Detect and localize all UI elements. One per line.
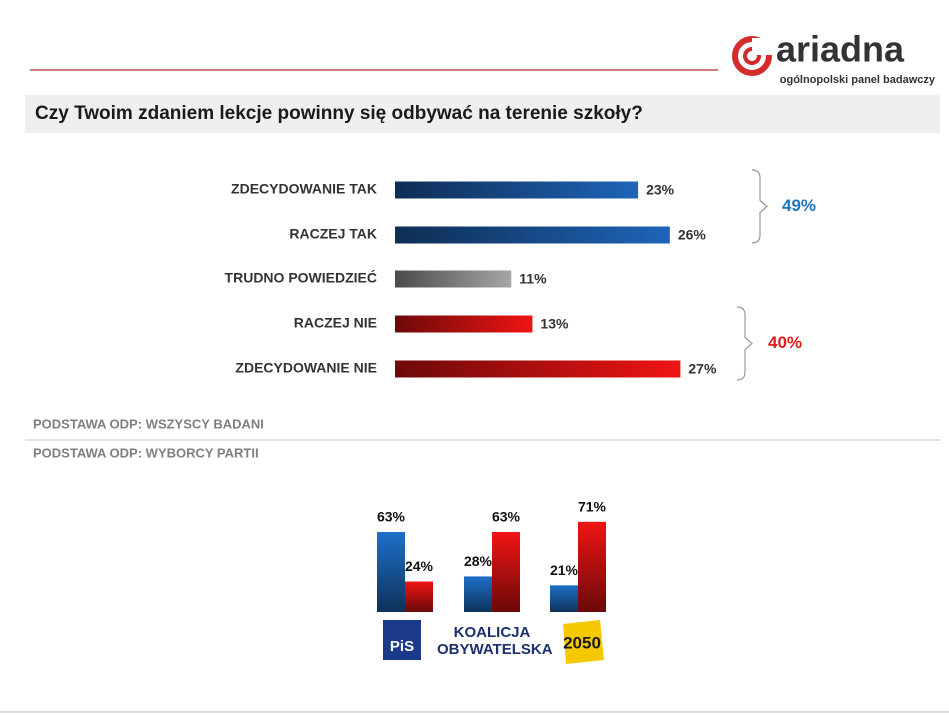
brand: ariadna (776, 29, 905, 70)
value-label: 71% (578, 499, 607, 515)
value-label: 23% (646, 182, 675, 198)
bar (405, 581, 433, 612)
total-label: 49% (782, 196, 816, 215)
bar (395, 270, 512, 288)
category-label: ZDECYDOWANIE NIE (235, 360, 377, 376)
value-label: 24% (405, 558, 434, 574)
party-logo (383, 620, 421, 660)
value-label: 13% (540, 316, 569, 332)
bracket (736, 306, 753, 381)
category-label: RACZEJ TAK (289, 226, 377, 242)
bracket (751, 169, 768, 244)
bar (492, 531, 520, 612)
category-label: PiS (390, 638, 414, 655)
base-note: PODSTAWA ODP: WSZYSCY BADANI (33, 416, 264, 431)
bar (578, 521, 606, 612)
value-label: 21% (550, 562, 579, 578)
logo (732, 36, 772, 76)
value-label: 63% (377, 509, 406, 525)
category-label: TRUDNO POWIEDZIEĆ (225, 269, 377, 286)
bar (377, 531, 405, 612)
bar (395, 226, 670, 244)
bar (550, 585, 578, 612)
category-label: ZDECYDOWANIE TAK (231, 181, 377, 197)
base-note: PODSTAWA ODP: WYBORCY PARTII (33, 445, 259, 460)
category-label: KOALICJA OBYWATELSKA (437, 624, 553, 658)
category-label: RACZEJ NIE (294, 315, 377, 331)
question: Czy Twoim zdaniem lekcje powinny się odb… (35, 103, 643, 124)
bar (395, 315, 533, 333)
party-logo (563, 620, 604, 664)
question-band (25, 95, 940, 133)
value-label: 28% (464, 553, 493, 569)
bar (464, 576, 492, 612)
value-label: 26% (678, 227, 707, 243)
value-label: 11% (519, 271, 547, 287)
category-label: 2050 (563, 633, 601, 652)
total-label: 40% (768, 333, 802, 352)
value-label: 27% (688, 361, 717, 377)
bar (395, 181, 639, 199)
value-label: 63% (492, 509, 521, 525)
bar (395, 360, 681, 378)
tagline: ogólnopolski panel badawczy (780, 74, 936, 86)
